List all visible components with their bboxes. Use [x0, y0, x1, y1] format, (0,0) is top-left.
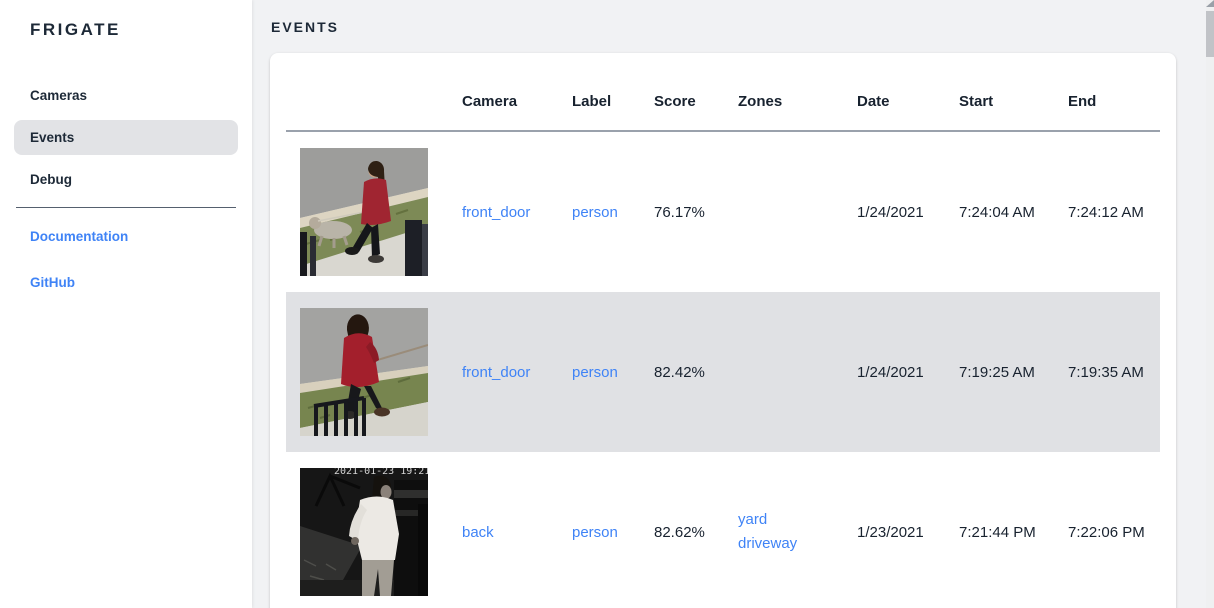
column-header-end: End	[1054, 69, 1160, 132]
table-header: Camera Label Score Zones Date Start End	[286, 69, 1160, 132]
event-thumbnail-image[interactable]	[300, 148, 428, 276]
sidebar-nav: Cameras Events Debug Documentation GitHu…	[14, 78, 238, 301]
column-header-thumbnail	[286, 69, 448, 132]
event-thumbnail-image[interactable]: 2021-01-23 19:21:52	[300, 468, 428, 596]
app-logo: FRIGATE	[30, 20, 121, 39]
sidebar-link-documentation[interactable]: Documentation	[30, 229, 129, 244]
start-value: 7:21:44 PM	[959, 523, 1036, 541]
page-title: EVENTS	[271, 19, 340, 35]
event-row[interactable]: 2021-01-23 19:21:52 back person 82.62% y…	[286, 452, 1160, 608]
start-value: 7:24:04 AM	[959, 203, 1035, 221]
label-link[interactable]: person	[572, 363, 618, 381]
date-value: 1/24/2021	[857, 363, 924, 381]
column-header-start: Start	[945, 69, 1054, 132]
sidebar-item-events[interactable]: Events	[14, 120, 238, 155]
zones-cell: yard driveway	[724, 452, 843, 608]
zones-cell	[724, 292, 843, 452]
start-value: 7:19:25 AM	[959, 363, 1035, 381]
thumbnail-timestamp-overlay: 2021-01-23 19:21:52	[334, 468, 428, 477]
score-value: 82.62%	[654, 523, 705, 541]
scrollbar-thumb[interactable]	[1206, 11, 1214, 57]
column-header-zones: Zones	[724, 69, 843, 132]
camera-link[interactable]: back	[462, 523, 494, 541]
event-thumbnail-image[interactable]	[300, 308, 428, 436]
events-table: Camera Label Score Zones Date Start End	[286, 69, 1160, 608]
zones-cell	[724, 131, 843, 292]
column-header-label: Label	[558, 69, 640, 132]
end-value: 7:24:12 AM	[1068, 203, 1144, 221]
sidebar-divider	[16, 207, 236, 208]
end-value: 7:22:06 PM	[1068, 523, 1145, 541]
sidebar: FRIGATE Cameras Events Debug Documentati…	[0, 0, 252, 608]
event-row-selected[interactable]: front_door person 82.42% 1/24/2021 7:19:…	[286, 292, 1160, 452]
sidebar-item-debug[interactable]: Debug	[30, 172, 72, 187]
column-header-score: Score	[640, 69, 724, 132]
date-value: 1/24/2021	[857, 203, 924, 221]
camera-link[interactable]: front_door	[462, 363, 531, 381]
column-header-camera: Camera	[448, 69, 558, 132]
main-content: EVENTS Camera Label Score Zones Date Sta…	[252, 0, 1214, 608]
scrollbar-corner-icon	[1206, 0, 1214, 7]
score-value: 82.42%	[654, 363, 705, 381]
label-link[interactable]: person	[572, 203, 618, 221]
events-card: Camera Label Score Zones Date Start End	[270, 53, 1176, 608]
score-value: 76.17%	[654, 203, 705, 221]
date-value: 1/23/2021	[857, 523, 924, 541]
sidebar-item-cameras[interactable]: Cameras	[30, 88, 88, 103]
sidebar-link-github[interactable]: GitHub	[30, 275, 75, 290]
event-row[interactable]: front_door person 76.17% 1/24/2021 7:24:…	[286, 131, 1160, 292]
zone-link-driveway[interactable]: driveway	[738, 535, 798, 552]
page-scrollbar[interactable]	[1206, 0, 1214, 608]
camera-link[interactable]: front_door	[462, 203, 531, 221]
column-header-date: Date	[843, 69, 945, 132]
label-link[interactable]: person	[572, 523, 618, 541]
zone-link-yard[interactable]: yard	[738, 511, 768, 528]
end-value: 7:19:35 AM	[1068, 363, 1144, 381]
